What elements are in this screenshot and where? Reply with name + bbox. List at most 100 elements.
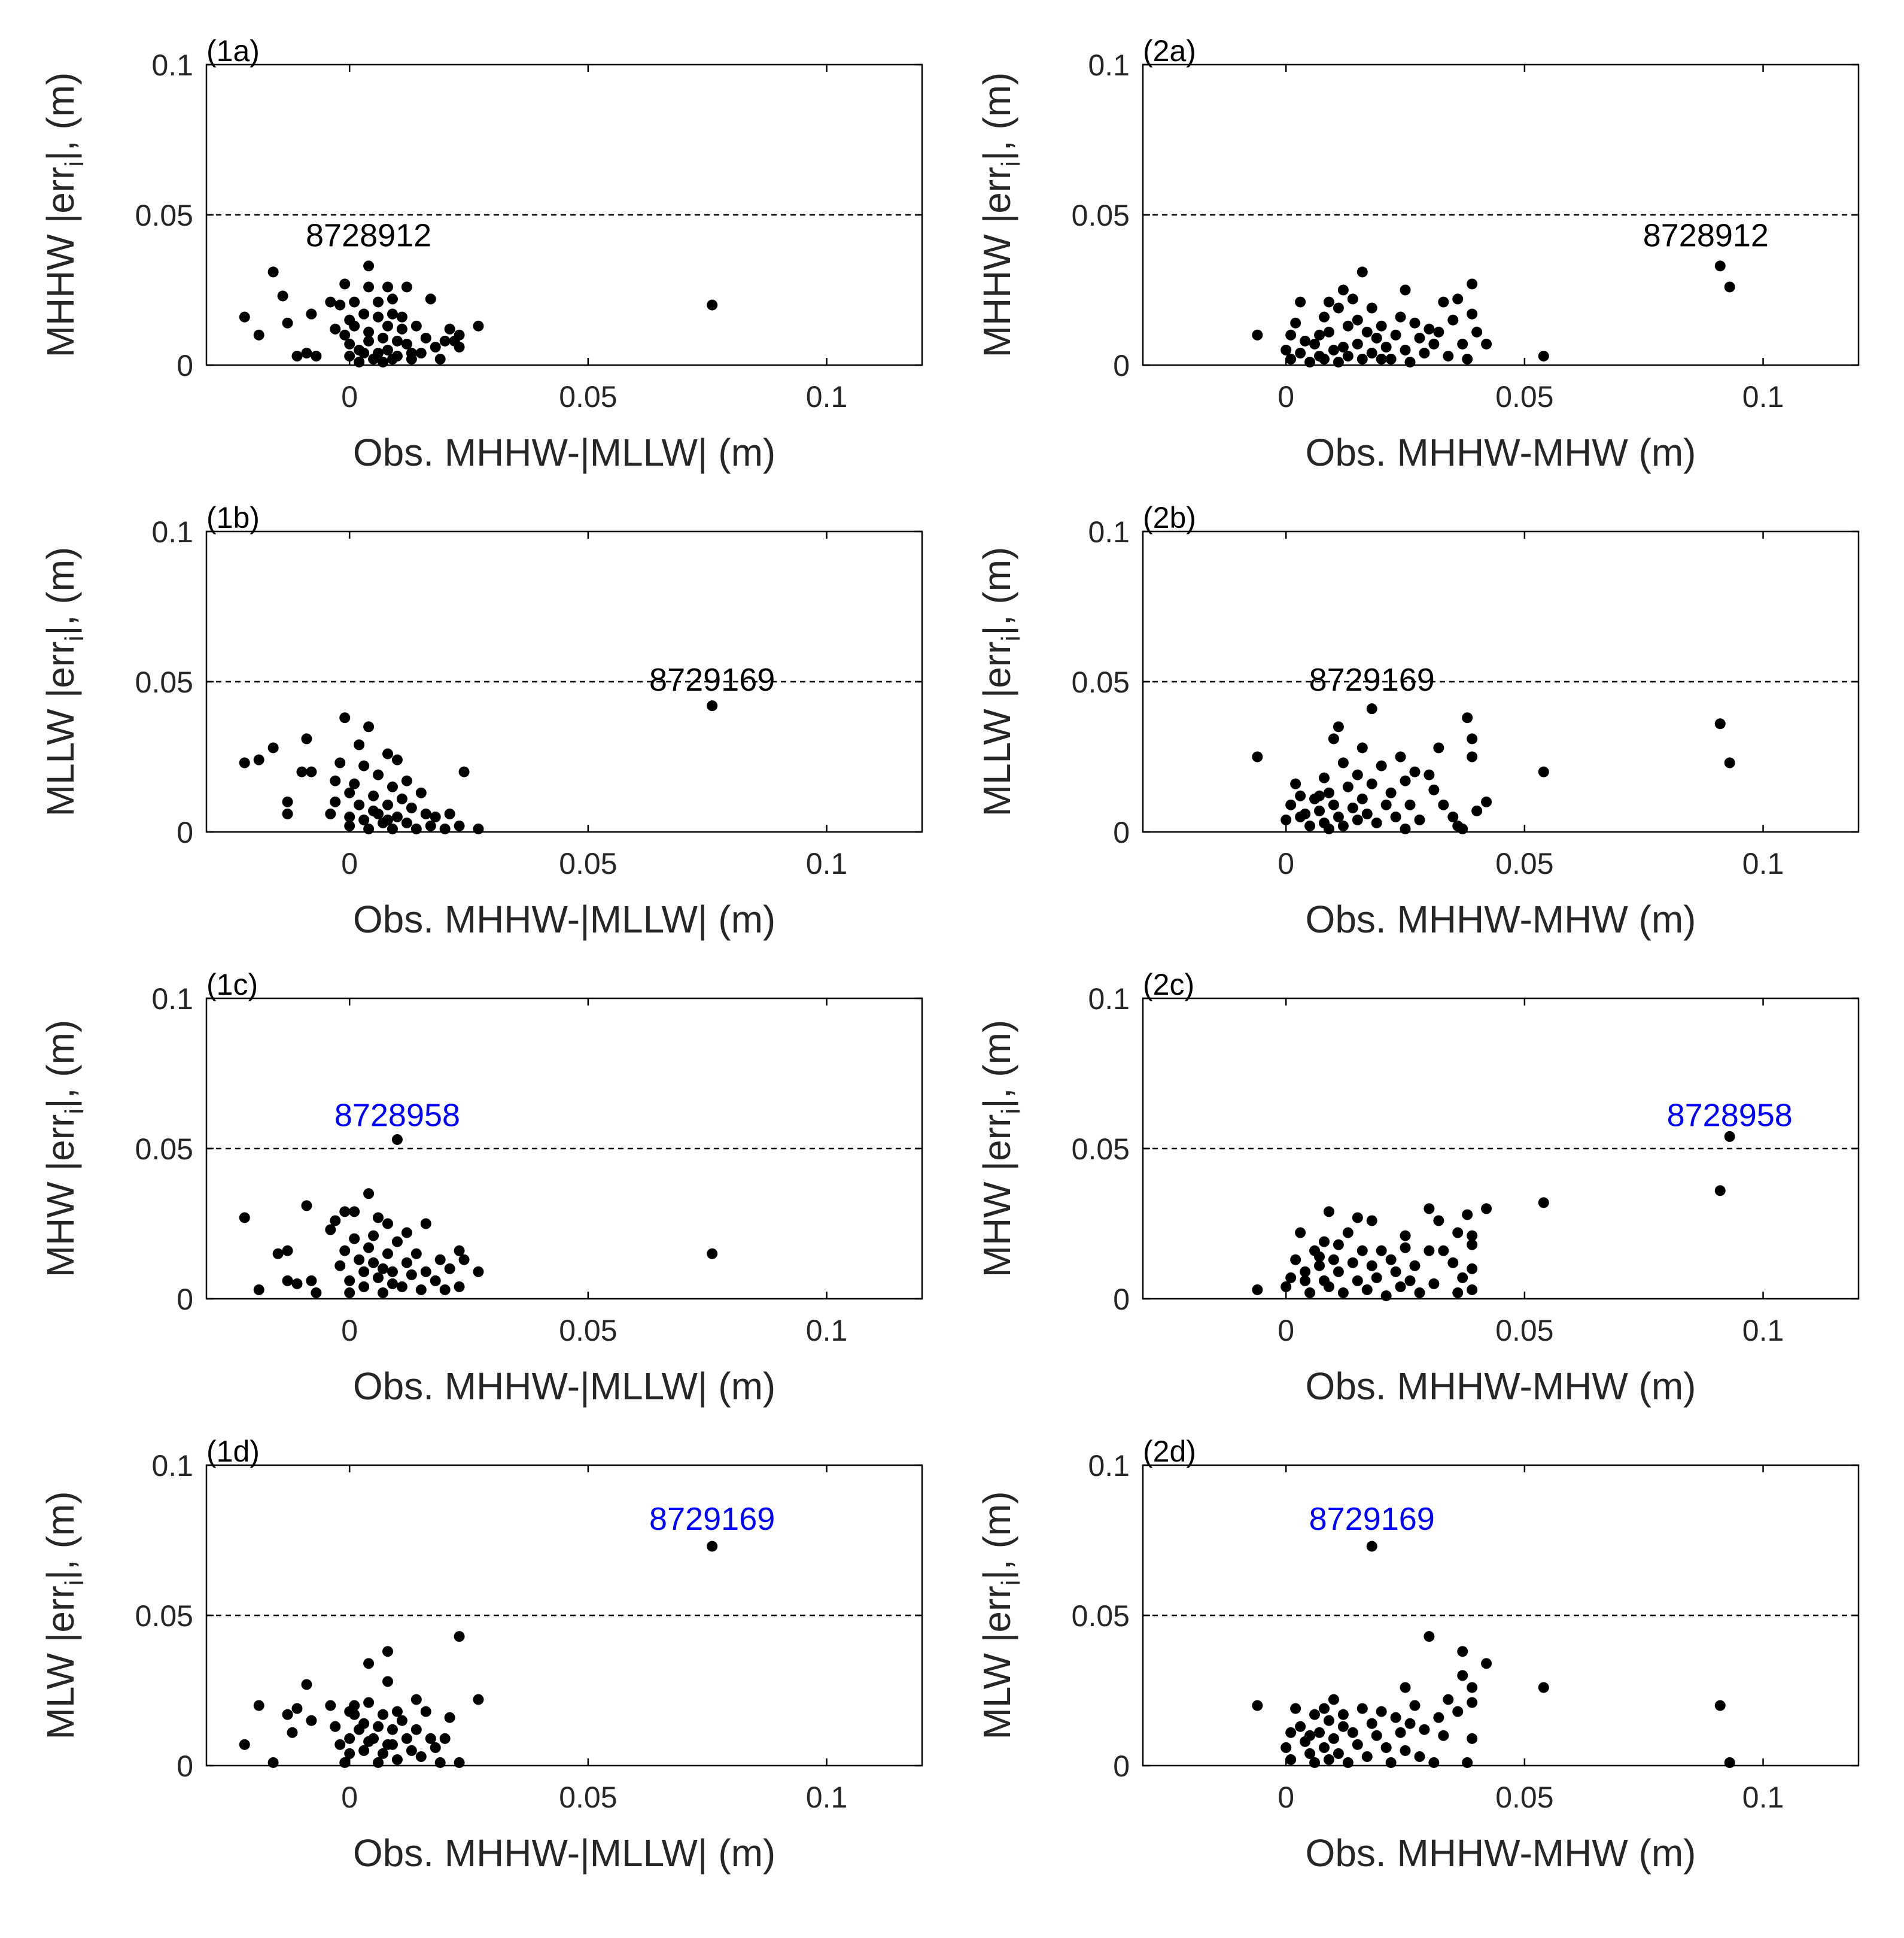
data-point — [1304, 356, 1316, 367]
data-point — [1252, 329, 1263, 341]
data-point — [330, 775, 341, 786]
data-point — [1457, 823, 1468, 834]
y-tick-label: 0.05 — [135, 1132, 193, 1166]
y-tick-label: 0 — [1113, 816, 1130, 849]
data-point — [382, 1676, 393, 1687]
data-point — [344, 787, 355, 798]
data-point — [358, 1266, 370, 1277]
data-point — [344, 1275, 355, 1286]
data-point — [339, 329, 351, 341]
data-point — [1404, 1275, 1416, 1286]
data-point — [1447, 314, 1459, 326]
data-point — [349, 1709, 360, 1720]
data-point — [1376, 1245, 1387, 1256]
data-point — [349, 1700, 360, 1711]
panel-label: (2d) — [1143, 1435, 1196, 1468]
x-tick-label: 0.1 — [806, 1314, 848, 1347]
data-point — [391, 1706, 403, 1717]
data-point — [1366, 347, 1377, 359]
y-axis-label: MLW |erri|, (m) — [39, 1491, 89, 1739]
data-point — [311, 1287, 322, 1298]
data-point — [306, 766, 317, 777]
y-axis-label: MHW |erri|, (m) — [39, 1020, 89, 1277]
data-point — [373, 1212, 384, 1223]
data-point — [1318, 1236, 1330, 1247]
y-axis-label-suffix: |, (m) — [39, 547, 82, 636]
data-point — [330, 1721, 341, 1732]
y-axis-label: MLW |erri|, (m) — [975, 1491, 1026, 1739]
data-point — [1443, 1694, 1454, 1705]
data-point — [334, 299, 346, 311]
data-point — [1538, 1197, 1549, 1208]
y-axis-label-subscript: i — [60, 161, 89, 167]
y-axis-label-main: MHW |err — [39, 1114, 82, 1278]
data-point — [1447, 1257, 1459, 1268]
station-annotation: 8728958 — [1667, 1097, 1793, 1133]
y-axis-label-subscript: i — [996, 161, 1026, 167]
data-point — [1714, 1700, 1726, 1711]
data-point — [1314, 1251, 1325, 1262]
data-point — [458, 1254, 470, 1265]
station-annotation: 8729169 — [649, 662, 775, 698]
data-point — [410, 320, 422, 332]
data-point — [382, 1646, 393, 1657]
data-point — [1724, 757, 1735, 768]
data-point — [1252, 751, 1263, 763]
data-point — [401, 775, 412, 786]
data-point — [1361, 1284, 1373, 1295]
data-point — [391, 1236, 403, 1247]
data-point — [325, 296, 336, 308]
data-point — [1371, 1272, 1382, 1283]
panel-1a: 0 0.05 0.1 0 0.05 0.1 (1a) Obs. MHHW-|MLLW| (m)… — [39, 34, 923, 474]
data-point — [358, 347, 370, 359]
x-axis-label: Obs. MHHW-MHW (m) — [1306, 431, 1696, 474]
data-point — [325, 1224, 336, 1235]
data-point — [1371, 332, 1382, 344]
data-point — [354, 1254, 365, 1265]
data-point — [473, 320, 484, 332]
data-point — [1481, 338, 1492, 350]
data-point — [1380, 341, 1392, 353]
data-point — [415, 347, 427, 359]
y-tick-label: 0 — [177, 816, 193, 849]
data-point — [1467, 278, 1478, 290]
data-point — [1347, 1727, 1358, 1738]
data-point — [1428, 784, 1440, 795]
panel-label: (1d) — [206, 1435, 260, 1468]
data-point — [1356, 353, 1368, 364]
data-point — [1438, 799, 1449, 810]
data-point — [291, 1703, 303, 1714]
data-point — [1352, 338, 1363, 350]
data-point — [344, 1748, 355, 1759]
data-point — [382, 281, 393, 293]
data-point — [1337, 1287, 1349, 1298]
data-point — [1285, 353, 1297, 364]
data-point — [1371, 817, 1382, 828]
data-point — [1314, 329, 1325, 341]
data-point — [1333, 811, 1344, 822]
x-tick-label: 0.05 — [559, 1314, 617, 1347]
data-point — [373, 296, 384, 308]
data-point — [349, 778, 360, 789]
data-point — [1333, 1266, 1344, 1277]
data-point — [387, 1278, 398, 1289]
data-point — [1366, 1718, 1377, 1729]
data-point — [363, 1697, 375, 1708]
data-point — [1385, 1254, 1397, 1265]
data-point — [291, 1278, 303, 1289]
data-point — [410, 1248, 422, 1259]
data-point — [334, 1739, 346, 1750]
data-point — [1481, 1203, 1492, 1214]
data-point — [1352, 1739, 1363, 1750]
data-point — [282, 808, 293, 819]
y-tick-label: 0.05 — [135, 1599, 193, 1633]
data-point — [444, 1712, 455, 1723]
data-point — [1323, 1715, 1334, 1726]
data-point — [1314, 805, 1325, 816]
panel-label: (1c) — [206, 968, 258, 1001]
data-point — [434, 353, 446, 364]
data-point — [1376, 320, 1387, 332]
y-tick-label: 0.05 — [135, 666, 193, 699]
data-point — [1467, 1230, 1478, 1241]
